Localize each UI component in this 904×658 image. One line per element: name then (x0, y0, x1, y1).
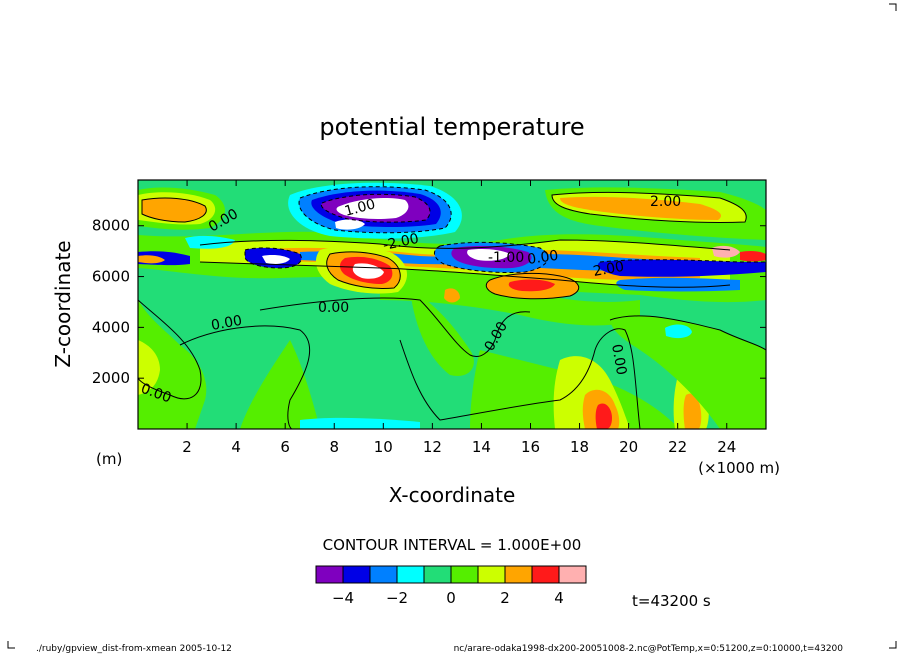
x-tick-label: 22 (668, 438, 687, 456)
contour-zero-mid (259, 297, 531, 357)
contour-label: 0.00 (318, 300, 349, 316)
colorbar-tick-label: 4 (554, 589, 564, 607)
field-region-orange-left (138, 255, 165, 264)
y-unit-label: (m) (96, 450, 122, 468)
x-tick-label: 8 (329, 438, 339, 456)
y-tick-label: 2000 (92, 369, 130, 387)
contour-right-low (609, 315, 766, 351)
field-region-white-6km (262, 255, 290, 264)
x-tick-label: 10 (374, 438, 393, 456)
x-unit-label: (×1000 m) (698, 459, 780, 477)
contour-neg-top-inner (320, 193, 431, 223)
x-tick-label: 24 (717, 438, 736, 456)
y-axis-title: Z-coordinate (51, 240, 75, 367)
contour-neg-14km (434, 241, 549, 274)
field-region-orange-topleft (142, 198, 207, 222)
footer-left: ./ruby/gpview_dist-from-xmean 2005-10-12 (36, 644, 232, 654)
contour-zero-left (138, 299, 202, 400)
contour-interval-text: CONTOUR INTERVAL = 1.000E+00 (323, 536, 582, 554)
contour-lines-negative (244, 186, 766, 274)
x-tick-label: 4 (231, 438, 241, 456)
field-region-lime-lowcenter (240, 340, 320, 429)
footer-right: nc/arare-odaka1998-dx200-20051008-2.nc@P… (454, 644, 844, 654)
colorbar-tick-label: 2 (500, 589, 510, 607)
colorbar-swatch (342, 565, 371, 584)
y-tick-label: 6000 (92, 268, 130, 286)
contour-labels: 0.00 0.00 0.00 0.00 0.00 0.00 0.00 2.00 … (139, 194, 682, 406)
x-tick-label: 18 (570, 438, 589, 456)
field-region-orange-low2 (683, 393, 702, 429)
field-region-red-15km (508, 279, 555, 292)
contour-warm-15km (485, 272, 580, 300)
field-region-blue-right (597, 259, 766, 277)
x-tick-label: 16 (521, 438, 540, 456)
contour-label: 2.00 (650, 194, 681, 210)
field-region-lime-mid (410, 290, 474, 376)
contour-label: 0.00 (526, 248, 559, 268)
contour-neg-6km (244, 247, 302, 269)
x-axis-ticks: 2 4 6 8 10 12 14 16 18 20 22 24 (182, 180, 736, 456)
colorbar (315, 565, 587, 584)
field-region-white-top (336, 198, 409, 219)
contour-label: -1.00 (488, 250, 524, 266)
contour-two-topright (551, 191, 747, 224)
field-region-white-14km (467, 249, 510, 261)
x-tick-label: 14 (472, 438, 491, 456)
field-region-red-low1 (595, 403, 612, 429)
contour-zero-lower (179, 325, 310, 429)
colorbar-swatch (531, 565, 560, 584)
field-region-lime-right (610, 315, 766, 429)
contour-label: 2.00 (592, 259, 625, 280)
contour-label: -2.00 (382, 231, 421, 254)
colorbar-tick-labels: −4 −2 0 2 4 (332, 589, 564, 607)
colorbar-swatch (558, 565, 587, 584)
chart-title: potential temperature (319, 113, 584, 141)
field-region-cyan-left (185, 235, 235, 249)
contour-zero-right (399, 328, 641, 429)
colorbar-swatch (396, 565, 425, 584)
x-tick-label: 6 (280, 438, 290, 456)
contour-jet-upper (199, 239, 731, 251)
x-tick-label: 20 (619, 438, 638, 456)
contour-lines (138, 191, 766, 429)
field-region-cyan-bottom-center (300, 417, 420, 429)
field-region-yellow-left (138, 340, 160, 395)
colorbar-swatch (450, 565, 479, 584)
corner-marks (7, 3, 897, 649)
field-region-cyan-right (665, 324, 692, 339)
colorbar-tick-label: −2 (386, 589, 408, 607)
colorbar-swatch (504, 565, 533, 584)
contour-label: 0.00 (210, 313, 243, 334)
time-label: t=43200 s (632, 592, 711, 610)
colorbar-swatch (423, 565, 452, 584)
y-axis-ticks: 2000 4000 6000 8000 (92, 217, 766, 387)
contour-two-topleft (141, 197, 207, 223)
colorbar-swatch (369, 565, 398, 584)
colorbar-swatch (477, 565, 506, 584)
field-region-orange-blob-8km (444, 288, 460, 303)
x-tick-label: 12 (423, 438, 442, 456)
contour-label: 1.00 (343, 196, 377, 220)
field-region-white-top2 (335, 219, 365, 230)
x-tick-label: 2 (182, 438, 192, 456)
colorbar-tick-label: 0 (446, 589, 456, 607)
y-tick-label: 4000 (92, 318, 130, 336)
contour-label: 0.00 (608, 343, 629, 376)
plot-frame (137, 179, 767, 430)
contour-neg-right (599, 259, 766, 263)
plot-area (138, 180, 766, 429)
contour-warm-center (326, 251, 401, 289)
field-region-lime-left (138, 300, 207, 429)
y-tick-label: 8000 (92, 217, 130, 235)
field-region-red-right (740, 250, 766, 262)
field-region-lime-upper-mid (380, 277, 640, 326)
x-axis-title: X-coordinate (389, 483, 516, 507)
contour-jet-lower (199, 261, 731, 288)
colorbar-tick-label: −4 (332, 589, 354, 607)
field-region-orange-topright (560, 196, 721, 220)
field-region-lightblue-right (616, 277, 740, 292)
colorbar-swatch (315, 565, 344, 584)
